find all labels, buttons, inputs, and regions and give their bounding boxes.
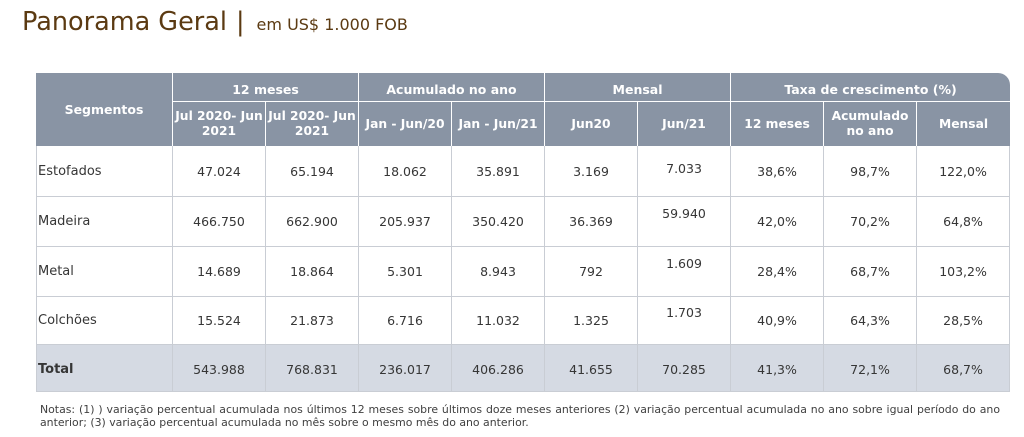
data-table: Segmentos 12 meses Acumulado no ano Mens… (36, 73, 1011, 392)
total-12-meses-col-1: 543.988 (173, 345, 266, 392)
column-header-12-meses-col-1: Jul 2020- Jun 2021 (173, 102, 266, 146)
cell-taxa-mensal: 122,0% (917, 146, 1011, 197)
total-acumulado-jan-jun-21: 406.286 (452, 345, 546, 392)
total-acumulado-jan-jun-20: 236.017 (359, 345, 453, 392)
column-header-taxa-12-meses: 12 meses (731, 102, 825, 146)
cell-acumulado-jan-jun-20: 205.937 (359, 197, 453, 247)
column-header-taxa-acumulado-no-ano: Acumulado no ano (824, 102, 918, 146)
cell-mensal-jun21: 7.033 (638, 146, 732, 197)
cell-taxa-mensal: 28,5% (917, 297, 1011, 345)
cell-taxa-acumulado-no-ano: 70,2% (824, 197, 918, 247)
total-taxa-mensal: 68,7% (917, 345, 1011, 392)
segments-column-header: Segmentos (36, 73, 173, 146)
column-header-taxa-mensal: Mensal (917, 102, 1011, 146)
cell-acumulado-jan-jun-21: 11.032 (452, 297, 546, 345)
cell-mensal-jun20: 792 (545, 247, 639, 297)
table-header: Segmentos 12 meses Acumulado no ano Mens… (36, 73, 1011, 146)
cell-12-meses-col-1: 15.524 (173, 297, 266, 345)
column-header-12-meses-col-2: Jul 2020- Jun 2021 (266, 102, 360, 146)
table-row-metal: Metal 14.689 18.864 5.301 8.943 792 1.60… (36, 247, 1011, 297)
cell-mensal-jun20: 3.169 (545, 146, 639, 197)
cell-12-meses-col-2: 18.864 (266, 247, 360, 297)
cell-taxa-12-meses: 40,9% (731, 297, 825, 345)
total-taxa-acumulado-no-ano: 72,1% (824, 345, 918, 392)
cell-acumulado-jan-jun-21: 8.943 (452, 247, 546, 297)
total-label: Total (36, 345, 173, 392)
cell-mensal-jun20: 36.369 (545, 197, 639, 247)
cell-mensal-jun21: 59.940 (638, 197, 732, 247)
footnotes: Notas: (1) ) variação percentual acumula… (40, 403, 1000, 429)
table-row-colchoes: Colchões 15.524 21.873 6.716 11.032 1.32… (36, 297, 1011, 345)
cell-mensal-jun21: 1.703 (638, 297, 732, 345)
cell-taxa-mensal: 103,2% (917, 247, 1011, 297)
total-mensal-jun20: 41.655 (545, 345, 639, 392)
table-row-estofados: Estofados 47.024 65.194 18.062 35.891 3.… (36, 146, 1011, 197)
title-bar: Panorama Geral | em US$ 1.000 FOB (22, 7, 408, 40)
table-row-madeira: Madeira 466.750 662.900 205.937 350.420 … (36, 197, 1011, 247)
total-mensal-jun21: 70.285 (638, 345, 732, 392)
cell-taxa-acumulado-no-ano: 68,7% (824, 247, 918, 297)
cell-acumulado-jan-jun-21: 350.420 (452, 197, 546, 247)
cell-taxa-acumulado-no-ano: 64,3% (824, 297, 918, 345)
cell-acumulado-jan-jun-20: 18.062 (359, 146, 453, 197)
cell-taxa-12-meses: 38,6% (731, 146, 825, 197)
total-12-meses-col-2: 768.831 (266, 345, 360, 392)
cell-mensal-jun21: 1.609 (638, 247, 732, 297)
column-header-jan-jun-21: Jan - Jun/21 (452, 102, 546, 146)
group-header-acumulado-no-ano: Acumulado no ano (359, 73, 546, 102)
cell-12-meses-col-1: 466.750 (173, 197, 266, 247)
segment-name: Madeira (36, 197, 173, 247)
page-subtitle: em US$ 1.000 FOB (256, 15, 408, 34)
total-taxa-12-meses: 41,3% (731, 345, 825, 392)
cell-acumulado-jan-jun-20: 6.716 (359, 297, 453, 345)
cell-12-meses-col-2: 21.873 (266, 297, 360, 345)
group-header-taxa-de-crescimento: Taxa de crescimento (%) (731, 73, 1011, 102)
cell-taxa-12-meses: 28,4% (731, 247, 825, 297)
segment-name: Metal (36, 247, 173, 297)
cell-12-meses-col-1: 47.024 (173, 146, 266, 197)
cell-12-meses-col-1: 14.689 (173, 247, 266, 297)
segment-name: Estofados (36, 146, 173, 197)
group-header-12-meses: 12 meses (173, 73, 360, 102)
page-title: Panorama Geral (22, 7, 227, 37)
cell-taxa-acumulado-no-ano: 98,7% (824, 146, 918, 197)
cell-12-meses-col-2: 65.194 (266, 146, 360, 197)
segment-name: Colchões (36, 297, 173, 345)
header-row-groups: Segmentos 12 meses Acumulado no ano Mens… (36, 73, 1011, 146)
group-header-mensal: Mensal (545, 73, 732, 102)
cell-mensal-jun20: 1.325 (545, 297, 639, 345)
title-separator: | (235, 7, 245, 37)
column-header-jun20: Jun20 (545, 102, 639, 146)
table-body: Estofados 47.024 65.194 18.062 35.891 3.… (36, 146, 1011, 392)
cell-taxa-12-meses: 42,0% (731, 197, 825, 247)
table-row-total: Total 543.988 768.831 236.017 406.286 41… (36, 345, 1011, 392)
cell-taxa-mensal: 64,8% (917, 197, 1011, 247)
cell-12-meses-col-2: 662.900 (266, 197, 360, 247)
column-header-jan-jun-20: Jan - Jun/20 (359, 102, 453, 146)
cell-acumulado-jan-jun-21: 35.891 (452, 146, 546, 197)
cell-acumulado-jan-jun-20: 5.301 (359, 247, 453, 297)
column-header-jun21: Jun/21 (638, 102, 732, 146)
header-row-columns: Jul 2020- Jun 2021 Jul 2020- Jun 2021 Ja… (36, 102, 1011, 146)
